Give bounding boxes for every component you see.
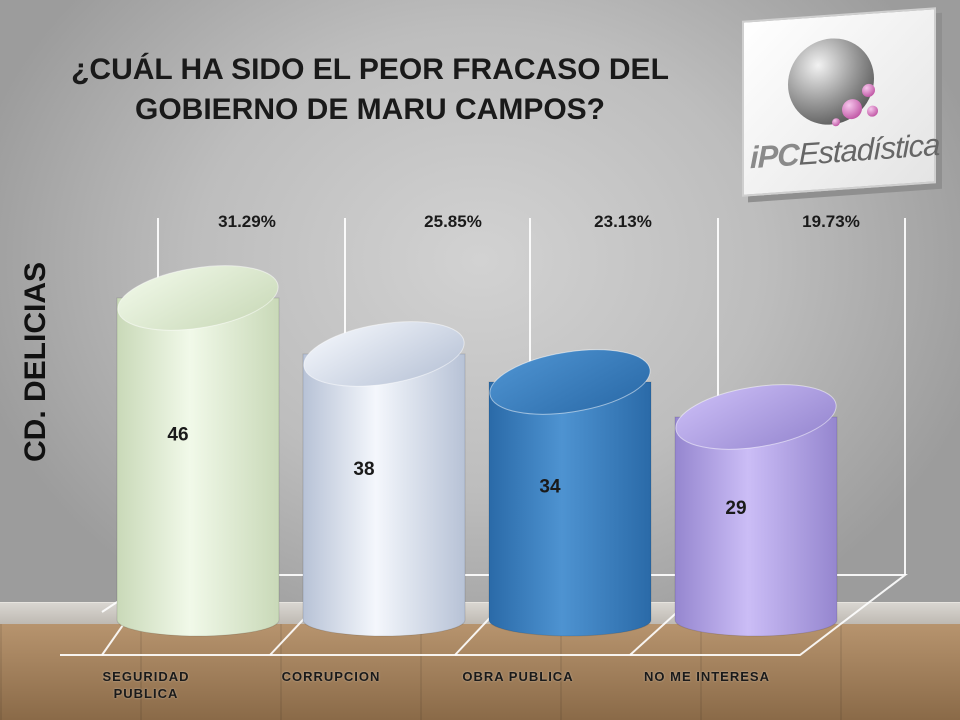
bar-body <box>488 381 652 637</box>
bar-top <box>117 265 279 331</box>
percent-label: 25.85% <box>424 212 482 231</box>
bar-top <box>489 349 651 415</box>
percent-label: 31.29% <box>218 212 276 231</box>
percent-label: 19.73% <box>802 212 860 231</box>
bar-value-label: 38 <box>353 459 374 480</box>
bar-body <box>116 297 280 637</box>
category-label: NO ME INTERESA <box>644 669 770 684</box>
category-label: OBRA PUBLICA <box>462 669 574 684</box>
bar <box>488 349 652 637</box>
category-label: CORRUPCION <box>281 669 381 684</box>
percent-label: 23.13% <box>594 212 652 231</box>
chart-title: ¿CUÁL HA SIDO EL PEOR FRACASO DEL GOBIER… <box>71 53 669 126</box>
bar-top <box>675 384 837 450</box>
bar <box>674 384 838 637</box>
wood-floor <box>0 624 960 720</box>
bar <box>116 265 280 637</box>
bar-value-label: 46 <box>167 424 188 445</box>
bar-value-label: 29 <box>725 498 746 519</box>
bar-body <box>674 416 838 637</box>
bar-body <box>302 353 466 637</box>
bar <box>302 321 466 637</box>
bar-value-label: 34 <box>539 476 561 497</box>
bar-top <box>303 321 465 387</box>
category-label: SEGURIDAD PUBLICA <box>102 669 190 701</box>
